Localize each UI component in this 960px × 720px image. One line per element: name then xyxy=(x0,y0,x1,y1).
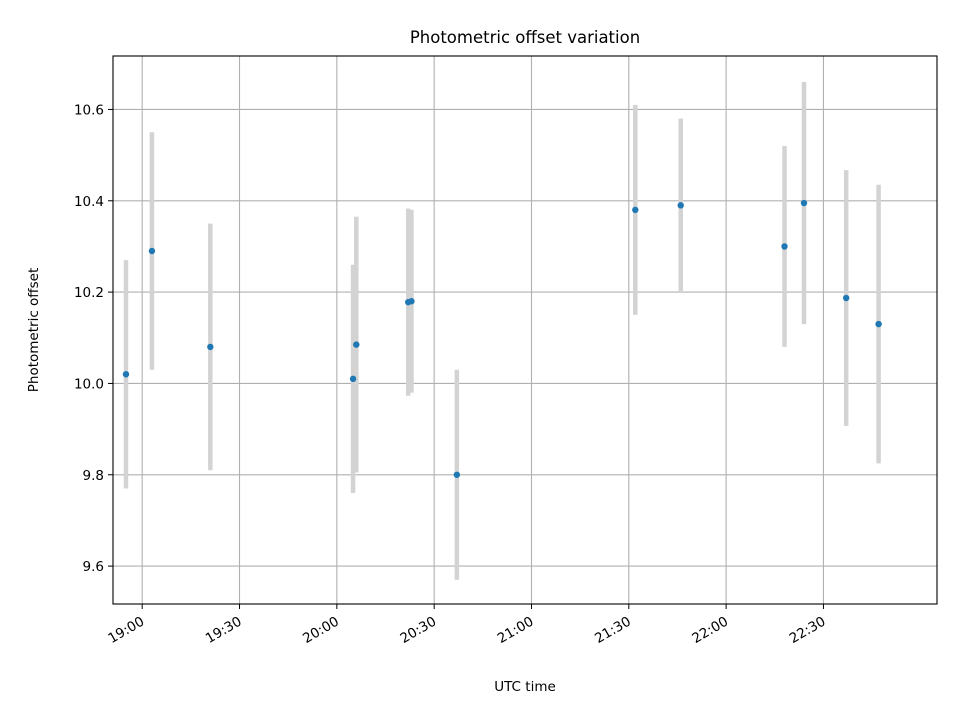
y-tick-label: 10.6 xyxy=(74,102,104,118)
x-tick-label: 22:00 xyxy=(689,614,731,647)
data-point xyxy=(800,199,808,207)
data-point xyxy=(875,320,882,328)
error-bars xyxy=(123,82,881,580)
chart-title: Photometric offset variation xyxy=(410,28,640,47)
data-point xyxy=(353,341,360,348)
x-axis-ticks: 19:00 19:30 20:00 20:30 21:00 21:30 22:00 22:30 xyxy=(106,604,829,647)
data-points xyxy=(122,199,882,478)
x-tick-label: 20:30 xyxy=(397,614,439,647)
data-point xyxy=(207,343,214,351)
data-point xyxy=(677,202,684,209)
x-tick-label: 22:30 xyxy=(787,614,829,647)
x-tick-label: 19:00 xyxy=(106,614,148,647)
y-tick-label: 10.4 xyxy=(74,194,104,210)
y-tick-label: 10.2 xyxy=(74,285,104,301)
y-tick-label: 9.8 xyxy=(83,468,104,484)
data-point xyxy=(148,247,156,255)
y-axis-label: Photometric offset xyxy=(26,268,42,392)
data-point xyxy=(842,294,850,302)
data-point xyxy=(781,243,788,250)
x-tick-label: 20:00 xyxy=(300,614,342,647)
y-tick-label: 10.0 xyxy=(74,376,104,392)
data-point xyxy=(122,371,130,378)
data-point xyxy=(408,298,415,305)
data-point xyxy=(349,375,357,383)
plot-frame xyxy=(112,55,938,605)
y-axis-ticks: 9.6 9.8 10.0 10.2 10.4 10.6 xyxy=(74,102,113,575)
x-axis-label: UTC time xyxy=(494,679,556,695)
data-point xyxy=(453,471,461,478)
y-tick-label: 9.6 xyxy=(83,559,104,575)
data-point xyxy=(632,206,639,214)
x-tick-label: 19:30 xyxy=(203,614,245,647)
grid xyxy=(113,56,937,604)
x-tick-label: 21:00 xyxy=(495,614,537,647)
x-tick-label: 21:30 xyxy=(592,614,634,647)
